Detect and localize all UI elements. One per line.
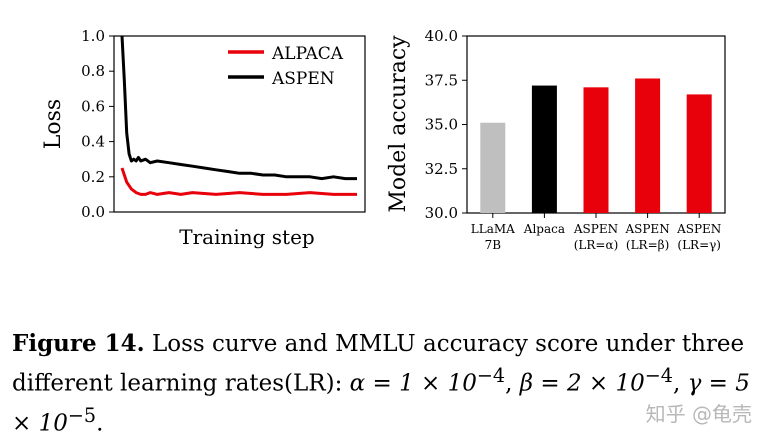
- caption-alpha: α = 1 × 10: [349, 370, 477, 397]
- accuracy-y-tick-label: 40.0: [425, 27, 458, 45]
- loss-x-label: Training step: [179, 225, 314, 249]
- legend-label-alpaca: ALPACA: [271, 44, 344, 64]
- accuracy-x-tick-label: Alpaca: [523, 222, 565, 236]
- legend-label-aspen: ASPEN: [271, 69, 335, 89]
- figure-canvas: 0.0 0.2 0.4 0.6 0.8 1.0 Training step Loss AL…: [41, 27, 726, 252]
- accuracy-bar: [583, 87, 609, 213]
- caption-alpha-exp: −4: [476, 364, 506, 387]
- accuracy-y-tick-label: 35.0: [425, 116, 458, 134]
- loss-y-label: Loss: [41, 99, 66, 149]
- accuracy-y-tick-label: 32.5: [425, 160, 458, 178]
- loss-line-aspen: [120, 35, 357, 181]
- accuracy-x-tick-label: LLaMA: [471, 222, 515, 236]
- accuracy-x-tick-label: ASPEN: [573, 222, 618, 236]
- caption-text: Loss curve and MMLU accuracy score under…: [12, 331, 745, 397]
- loss-y-tick-label: 0.8: [81, 62, 105, 80]
- accuracy-bar: [635, 78, 661, 213]
- loss-y-tick-label: 0.2: [81, 168, 105, 186]
- figure-caption: Figure 14. Loss curve and MMLU accuracy …: [12, 330, 750, 437]
- accuracy-x-tick-label: (LR=β): [626, 238, 669, 252]
- loss-legend: ALPACA ASPEN: [228, 44, 344, 89]
- caption-beta: β = 2 × 10: [519, 370, 645, 397]
- accuracy-bars: [480, 78, 712, 213]
- accuracy-bar: [480, 122, 506, 213]
- accuracy-x-tick-label: (LR=γ): [677, 238, 721, 252]
- loss-line-alpaca: [120, 167, 357, 196]
- loss-y-tick-label: 1.0: [81, 27, 105, 45]
- accuracy-x-tick-label: (LR=α): [574, 238, 619, 252]
- loss-y-ticks: 0.0 0.2 0.4 0.6 0.8 1.0: [81, 27, 114, 221]
- accuracy-y-tick-label: 37.5: [425, 71, 458, 89]
- accuracy-x-tick-label: 7B: [485, 238, 502, 252]
- accuracy-bar: [686, 94, 712, 213]
- accuracy-x-ticks: LLaMA 7B Alpaca ASPEN (LR=α) ASPEN (LR=β) ASPEN…: [471, 213, 721, 252]
- loss-y-tick-label: 0.0: [81, 203, 105, 221]
- watermark: 知乎 @龟壳: [645, 402, 752, 426]
- caption-beta-exp: −4: [644, 364, 673, 387]
- accuracy-y-ticks: 30.0 32.5 35.0 37.5 40.0: [425, 27, 467, 222]
- accuracy-chart: 30.0 32.5 35.0 37.5 40.0 LLaMA 7B Alpaca ASPEN (…: [386, 27, 726, 252]
- caption-gamma: γ = 5 × 10: [12, 370, 750, 437]
- accuracy-x-tick-label: ASPEN: [624, 222, 669, 236]
- loss-y-tick-label: 0.4: [81, 133, 105, 151]
- loss-chart: 0.0 0.2 0.4 0.6 0.8 1.0 Training step Loss AL…: [41, 27, 366, 249]
- accuracy-y-tick-label: 30.0: [425, 204, 458, 222]
- accuracy-x-tick-label: ASPEN: [676, 222, 721, 236]
- loss-y-tick-label: 0.6: [81, 97, 105, 115]
- caption-label: Figure 14.: [12, 330, 145, 357]
- accuracy-y-label: Model accuracy: [386, 35, 411, 213]
- loss-lines: [120, 35, 357, 196]
- caption-gamma-exp: −5: [67, 403, 97, 427]
- accuracy-bar: [531, 85, 557, 213]
- loss-plot-frame: [113, 35, 366, 213]
